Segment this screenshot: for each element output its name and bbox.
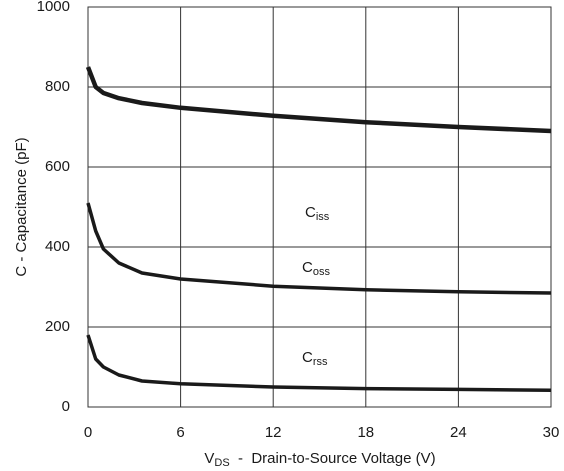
x-axis-label-rest: - Drain-to-Source Voltage (V) — [230, 450, 436, 467]
y-tick-label: 1000 — [37, 0, 70, 15]
series-line — [86, 334, 552, 392]
series-label: Coss — [302, 259, 330, 278]
series-label-sub: oss — [313, 266, 331, 278]
plot-frame — [87, 6, 552, 408]
y-tick-label: 600 — [45, 158, 70, 175]
series-label: Crss — [302, 349, 328, 368]
series-label-main: C — [305, 204, 316, 221]
x-tick-label: 24 — [450, 424, 467, 441]
x-tick-label: 18 — [357, 424, 374, 441]
y-tick-label: 400 — [45, 238, 70, 255]
x-axis-label-main: V — [204, 450, 214, 467]
series-label-sub: rss — [313, 356, 328, 368]
x-tick-label: 0 — [84, 424, 92, 441]
y-tick-label: 800 — [45, 78, 70, 95]
x-tick-label: 6 — [176, 424, 184, 441]
x-axis-label-sub: DS — [214, 457, 229, 469]
series-line — [85, 66, 552, 134]
x-tick-label: 30 — [543, 424, 560, 441]
y-axis-label: C - Capacitance (pF) — [13, 137, 30, 276]
series-label: Ciss — [305, 204, 330, 223]
y-tick-label: 0 — [62, 398, 70, 415]
series-label-sub: iss — [316, 211, 330, 223]
series-label-main: C — [302, 349, 313, 366]
x-tick-label: 12 — [265, 424, 282, 441]
series-line — [86, 202, 552, 295]
series-label-main: C — [302, 259, 313, 276]
x-axis-label: VDS - Drain-to-Source Voltage (V) — [204, 450, 435, 469]
y-tick-label: 200 — [45, 318, 70, 335]
